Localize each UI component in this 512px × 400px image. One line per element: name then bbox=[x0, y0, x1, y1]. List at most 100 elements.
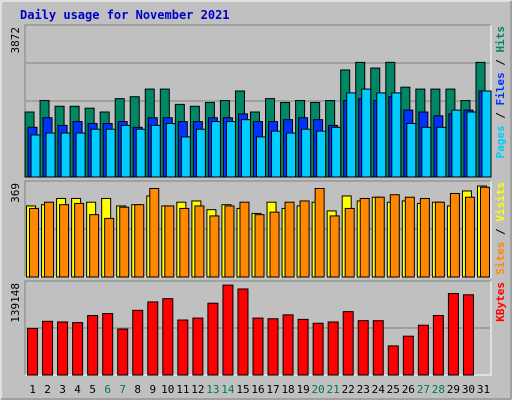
bar-pages-day-20 bbox=[316, 130, 327, 178]
x-tick-label-day-10: 10 bbox=[161, 383, 174, 396]
panel-kbytes: 139148 KBytes bbox=[9, 280, 507, 376]
x-tick-label-day-1: 1 bbox=[29, 383, 36, 396]
bar-pages-day-8 bbox=[135, 128, 146, 178]
bar-sites-day-14 bbox=[224, 205, 235, 278]
bar-kbytes-day-8 bbox=[132, 309, 144, 376]
x-tick-label-day-26: 26 bbox=[402, 383, 415, 396]
bar-kbytes-day-12 bbox=[192, 317, 204, 376]
bar-sites-day-7 bbox=[119, 206, 130, 278]
bar-kbytes-day-7 bbox=[117, 328, 129, 376]
x-tick-label-day-13: 13 bbox=[206, 383, 219, 396]
bar-kbytes-day-9 bbox=[147, 301, 159, 376]
bar-sites-day-27 bbox=[419, 197, 430, 278]
bar-kbytes-day-1 bbox=[27, 327, 39, 376]
x-tick-label-day-22: 22 bbox=[342, 383, 355, 396]
bar-sites-day-15 bbox=[239, 201, 250, 278]
bar-kbytes-day-25 bbox=[387, 345, 399, 376]
bar-kbytes-day-2 bbox=[42, 320, 54, 376]
bar-kbytes-day-13 bbox=[207, 302, 219, 376]
bar-kbytes-day-5 bbox=[87, 314, 99, 376]
x-tick-label-day-3: 3 bbox=[59, 383, 66, 396]
bar-pages-day-6 bbox=[105, 128, 116, 178]
bar-sites-day-16 bbox=[254, 214, 265, 278]
bar-pages-day-15 bbox=[240, 119, 251, 178]
x-tick-label-day-14: 14 bbox=[221, 383, 235, 396]
bar-sites-day-12 bbox=[194, 205, 205, 278]
bar-sites-day-9 bbox=[149, 187, 160, 278]
panel-legend: KBytes bbox=[494, 282, 507, 322]
bar-sites-day-2 bbox=[44, 201, 55, 278]
bar-sites-day-10 bbox=[164, 205, 175, 278]
x-tick-label-day-19: 19 bbox=[296, 383, 309, 396]
bar-pages-day-26 bbox=[406, 122, 417, 178]
bar-kbytes-day-21 bbox=[327, 321, 339, 376]
bar-kbytes-day-10 bbox=[162, 298, 174, 376]
x-tick-label-day-5: 5 bbox=[89, 383, 96, 396]
bar-sites-day-1 bbox=[29, 207, 40, 278]
bar-kbytes-day-18 bbox=[282, 314, 294, 376]
bar-pages-day-16 bbox=[256, 136, 266, 178]
bar-pages-day-5 bbox=[90, 128, 101, 178]
plot-border-dark bbox=[24, 280, 491, 375]
x-tick-label-day-24: 24 bbox=[372, 383, 386, 396]
bar-pages-day-27 bbox=[421, 126, 432, 178]
bar-kbytes-day-16 bbox=[252, 317, 264, 376]
bar-kbytes-day-3 bbox=[57, 321, 69, 376]
bar-pages-day-31 bbox=[481, 90, 492, 178]
bar-sites-day-4 bbox=[74, 202, 85, 278]
bar-pages-day-19 bbox=[301, 128, 312, 178]
legend-entry: Files bbox=[494, 72, 507, 105]
bar-kbytes-day-27 bbox=[417, 324, 429, 376]
bar-kbytes-day-29 bbox=[447, 293, 459, 376]
bar-sites-day-28 bbox=[434, 201, 445, 278]
y-max-label: 139148 bbox=[9, 283, 22, 323]
bar-sites-day-25 bbox=[389, 194, 400, 278]
bar-pages-day-18 bbox=[286, 132, 297, 178]
bar-sites-day-19 bbox=[299, 200, 310, 278]
bar-sites-day-17 bbox=[269, 211, 280, 278]
bar-pages-day-23 bbox=[361, 88, 372, 178]
bar-pages-day-7 bbox=[120, 124, 131, 178]
bar-pages-day-25 bbox=[391, 92, 402, 178]
bar-kbytes-day-17 bbox=[267, 318, 279, 376]
x-tick-label-day-30: 30 bbox=[462, 383, 475, 396]
bar-sites-day-5 bbox=[89, 214, 100, 278]
x-tick-label-day-9: 9 bbox=[149, 383, 156, 396]
panel-legend: Sites / Visits bbox=[494, 182, 507, 275]
bar-pages-day-13 bbox=[210, 121, 221, 178]
legend-entry: / bbox=[494, 53, 507, 73]
x-tick-label-day-8: 8 bbox=[134, 383, 141, 396]
bar-kbytes-day-30 bbox=[462, 294, 474, 376]
bar-kbytes-day-15 bbox=[237, 288, 249, 376]
bar-pages-day-24 bbox=[376, 92, 387, 178]
bar-pages-day-14 bbox=[225, 121, 236, 178]
y-max-label: 369 bbox=[9, 183, 22, 203]
legend-entry: Visits bbox=[494, 182, 507, 222]
bar-pages-day-30 bbox=[466, 111, 477, 178]
bar-sites-day-20 bbox=[314, 187, 325, 278]
bar-pages-day-21 bbox=[331, 126, 342, 178]
bar-pages-day-4 bbox=[75, 132, 86, 178]
x-tick-label-day-4: 4 bbox=[74, 383, 81, 396]
y-max-label: 3872 bbox=[9, 27, 22, 54]
x-tick-label-day-18: 18 bbox=[281, 383, 294, 396]
bar-sites-day-18 bbox=[284, 201, 295, 278]
bar-kbytes-day-4 bbox=[72, 322, 84, 376]
legend-entry: / bbox=[494, 106, 507, 126]
x-tick-label-day-11: 11 bbox=[176, 383, 189, 396]
legend-entry: Pages bbox=[494, 125, 507, 158]
chart-title: Daily usage for November 2021 bbox=[20, 8, 230, 22]
legend-entry: Hits bbox=[494, 26, 507, 53]
bar-pages-day-1 bbox=[30, 134, 41, 178]
bar-pages-day-9 bbox=[150, 124, 161, 178]
bar-pages-day-29 bbox=[451, 109, 462, 178]
bar-sites-day-6 bbox=[104, 217, 115, 278]
bar-sites-day-21 bbox=[329, 215, 340, 278]
bar-pages-day-12 bbox=[195, 128, 206, 178]
x-tick-label-day-29: 29 bbox=[447, 383, 460, 396]
x-tick-label-day-2: 2 bbox=[44, 383, 51, 396]
bar-sites-day-23 bbox=[359, 197, 370, 278]
bar-pages-day-17 bbox=[271, 130, 282, 178]
x-tick-label-day-12: 12 bbox=[191, 383, 204, 396]
